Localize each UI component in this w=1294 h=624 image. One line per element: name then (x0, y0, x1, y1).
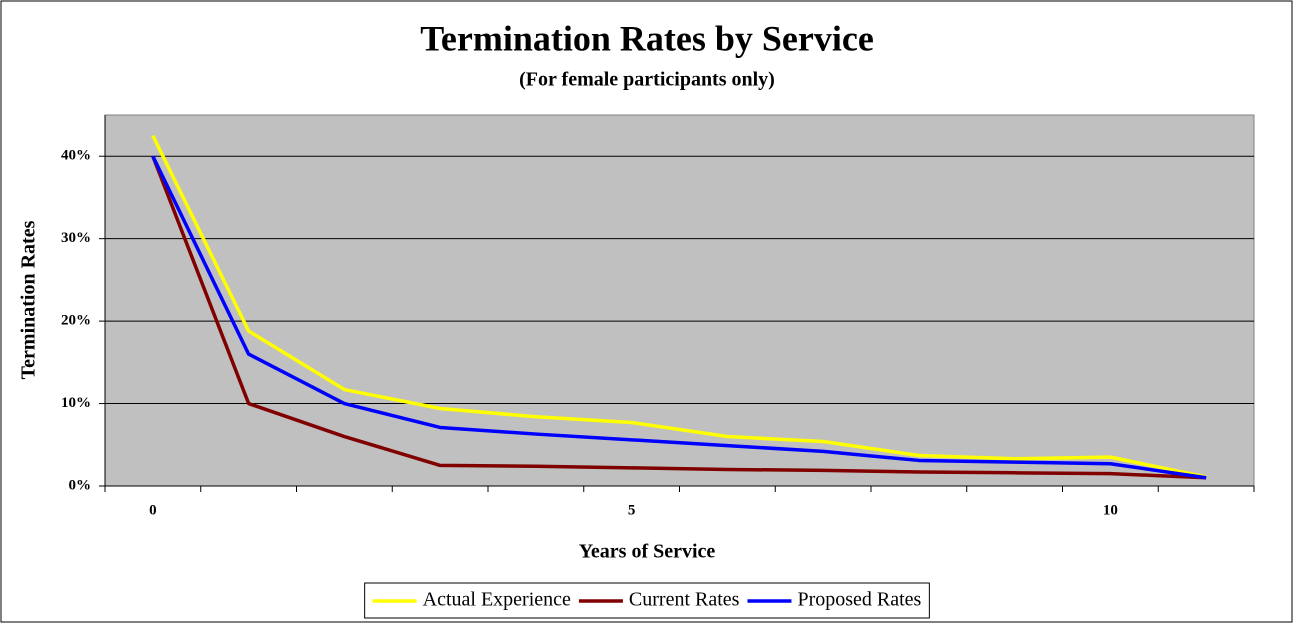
legend-label: Actual Experience (423, 589, 571, 611)
legend-label: Current Rates (629, 589, 740, 611)
legend-box (364, 582, 930, 619)
series-line (151, 134, 1207, 479)
y-tick-label: 10% (61, 395, 91, 411)
y-tick-label: 0% (69, 477, 92, 493)
x-axis-title: Years of Service (579, 541, 716, 563)
y-tick-label: 40% (61, 148, 91, 164)
x-tick-label: 0 (149, 502, 157, 518)
chart-title: Termination Rates by Service (420, 18, 874, 58)
x-tick-label: 10 (1103, 502, 1118, 518)
y-tick-label: 20% (61, 313, 91, 329)
chart-subtitle: (For female participants only) (519, 69, 775, 91)
series-line (151, 155, 1207, 480)
y-axis-title: Termination Rates (18, 220, 40, 379)
y-tick-label: 30% (61, 230, 91, 246)
plot-area (104, 114, 1255, 487)
x-tick-label: 5 (628, 502, 636, 518)
series-line (151, 155, 1207, 480)
legend-label: Proposed Rates (797, 589, 921, 611)
